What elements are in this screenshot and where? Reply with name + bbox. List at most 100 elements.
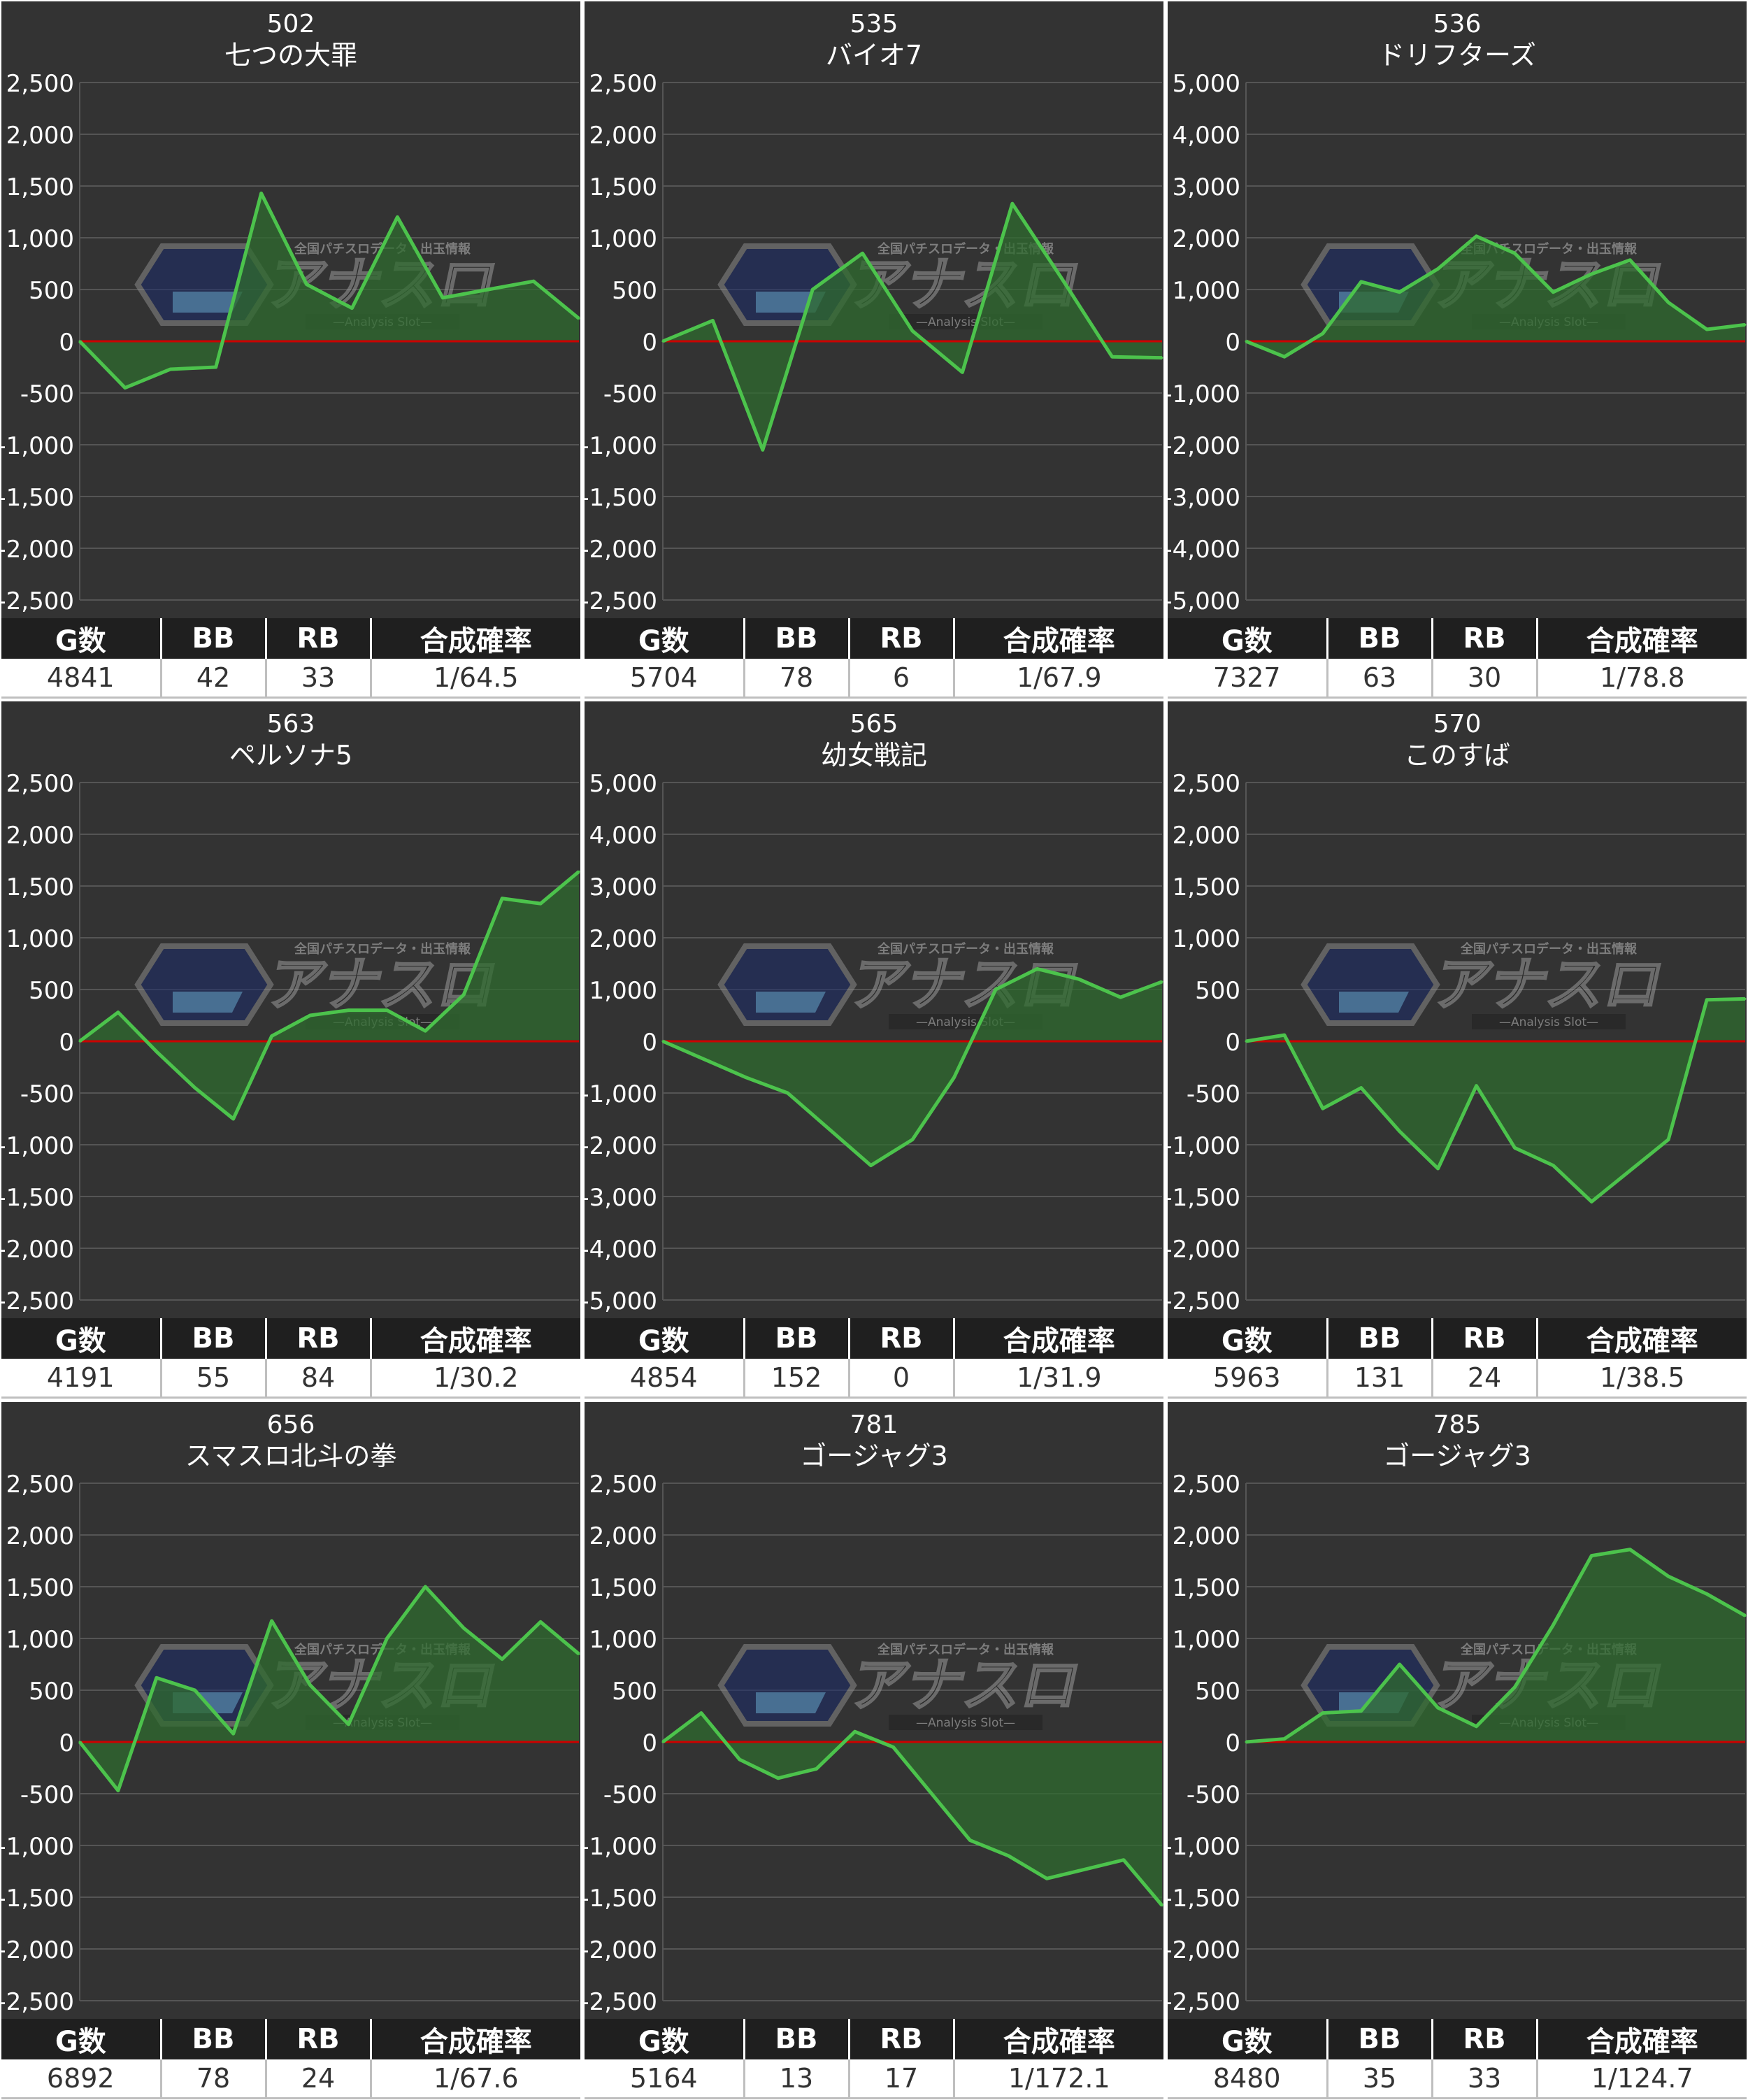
y-tick-label: -1,500	[1, 1184, 74, 1212]
machine-name: このすば	[1404, 740, 1510, 771]
y-tick-label: -2,000	[1168, 1236, 1240, 1264]
y-tick-label: -2,000	[585, 536, 657, 564]
machine-number: 570	[1433, 710, 1482, 738]
data-point	[350, 307, 353, 310]
stat-rb: 30	[1432, 659, 1538, 699]
y-tick-label: 2,000	[589, 1522, 657, 1550]
stats-table: G数 BB RB 合成確率 5963 131 24 1/38.5	[1168, 1318, 1747, 1399]
data-point	[1437, 1706, 1440, 1709]
y-tick-label: 1,000	[589, 977, 657, 1005]
stats-table: G数 BB RB 合成確率 8480 35 33 1/124.7	[1168, 2019, 1747, 2099]
stats-header: G数	[1168, 1318, 1328, 1359]
stats-table: G数 BB RB 合成確率 4841 42 33 1/64.5	[1, 618, 580, 699]
data-point	[1245, 340, 1247, 343]
data-point	[1744, 1614, 1747, 1617]
data-point	[811, 288, 814, 291]
y-tick-label: 2,500	[6, 770, 74, 798]
data-point	[911, 329, 914, 332]
logo-stripe-icon	[1339, 992, 1409, 1013]
y-tick-label: 0	[1225, 329, 1240, 357]
data-point	[306, 283, 308, 286]
y-tick-label: 3,000	[1173, 173, 1240, 201]
y-tick-label: -2,000	[1168, 1936, 1240, 1964]
data-point	[462, 993, 465, 996]
data-point	[1628, 1548, 1631, 1551]
data-point	[961, 371, 963, 373]
y-tick-label: 1,000	[589, 225, 657, 253]
data-point	[78, 1741, 81, 1743]
data-point	[487, 288, 489, 291]
data-point	[892, 1745, 895, 1748]
y-tick-label: 2,000	[589, 925, 657, 953]
chart-area: 565 幼女戦記 5,000 4,000 3,000 2,000 1,000 0 -1,000 -…	[585, 701, 1163, 1318]
data-point	[1590, 1555, 1593, 1557]
machine-name: 幼女戦記	[821, 740, 927, 771]
stat-bb: 131	[1327, 1359, 1433, 1399]
watermark-subtext: —Analysis Slot—	[1499, 1015, 1598, 1029]
y-tick-label: 4,000	[1173, 122, 1240, 150]
y-tick-label: 0	[59, 1029, 74, 1057]
machine-panel: 781 ゴージャグ3 2,500 2,000 1,500 1,000 500 0 -500 -1,…	[585, 1402, 1163, 2099]
y-tick-label: -2,000	[1, 1236, 74, 1264]
y-tick-label: 2,500	[6, 70, 74, 98]
series-line	[1245, 1548, 1747, 1744]
stat-bb: 63	[1327, 659, 1433, 699]
y-tick-label: -1,000	[1, 1833, 74, 1861]
y-tick-label: 0	[59, 1729, 74, 1757]
data-point	[953, 1076, 955, 1079]
chart-area: 536 ドリフターズ 5,000 4,000 3,000 2,000 1,000 0 -1,00…	[1168, 1, 1747, 618]
machine-name: ドリフターズ	[1378, 40, 1536, 71]
data-point	[1552, 1164, 1554, 1167]
data-point	[1036, 967, 1038, 970]
stats-header: 合成確率	[371, 618, 580, 659]
y-tick-label: 0	[1225, 1029, 1240, 1057]
data-point	[1628, 1169, 1631, 1172]
data-point	[1161, 1904, 1163, 1907]
stat-games: 4841	[1, 659, 162, 699]
chart-area: 781 ゴージャグ3 2,500 2,000 1,500 1,000 500 0 -500 -1,…	[585, 1402, 1163, 2019]
stats-header: BB	[161, 618, 267, 659]
logo-hexagon-icon	[134, 943, 274, 1026]
data-point	[1122, 1859, 1125, 1862]
data-point	[441, 297, 444, 299]
y-tick-label: -1,000	[1, 432, 74, 460]
data-point	[968, 1839, 971, 1842]
y-tick-label: 0	[59, 329, 74, 357]
stats-table: G数 BB RB 合成確率 5164 13 17 1/172.1	[585, 2019, 1163, 2099]
stat-bb: 78	[161, 2059, 267, 2099]
data-point	[994, 988, 997, 991]
y-tick-label: -2,000	[1, 536, 74, 564]
machine-name: スマスロ北斗の拳	[185, 1441, 397, 1471]
stat-games: 5704	[585, 659, 745, 699]
stats-header: RB	[266, 2019, 372, 2059]
y-tick-label: -1,000	[585, 432, 657, 460]
data-point	[1360, 280, 1363, 283]
stats-header: G数	[1168, 618, 1328, 659]
machine-name: 七つの大罪	[224, 40, 357, 71]
data-point	[711, 319, 714, 322]
machine-number: 785	[1433, 1410, 1482, 1439]
series-line	[78, 191, 580, 390]
stats-header: G数	[585, 2019, 745, 2059]
y-tick-label: 2,500	[1173, 1471, 1240, 1499]
data-point	[1513, 1146, 1516, 1149]
data-point	[309, 1014, 312, 1017]
data-point	[271, 1035, 273, 1038]
stat-bb: 152	[744, 1359, 850, 1399]
data-point	[1283, 1738, 1286, 1741]
data-point	[1437, 267, 1440, 270]
y-tick-label: -2,500	[1168, 1287, 1240, 1315]
series-line	[78, 1585, 580, 1793]
stat-bb: 13	[744, 2059, 850, 2099]
stats-table: G数 BB RB 合成確率 7327 63 30 1/78.8	[1168, 618, 1747, 699]
data-point	[1321, 332, 1324, 335]
series-area-fill	[663, 969, 1162, 1166]
data-point	[1398, 1130, 1401, 1133]
y-tick-label: -1,000	[1168, 380, 1240, 408]
data-point	[1245, 1741, 1247, 1743]
y-tick-label: -2,500	[585, 1988, 657, 2016]
y-tick-label: 1,000	[6, 1626, 74, 1654]
data-point	[1321, 1107, 1324, 1110]
